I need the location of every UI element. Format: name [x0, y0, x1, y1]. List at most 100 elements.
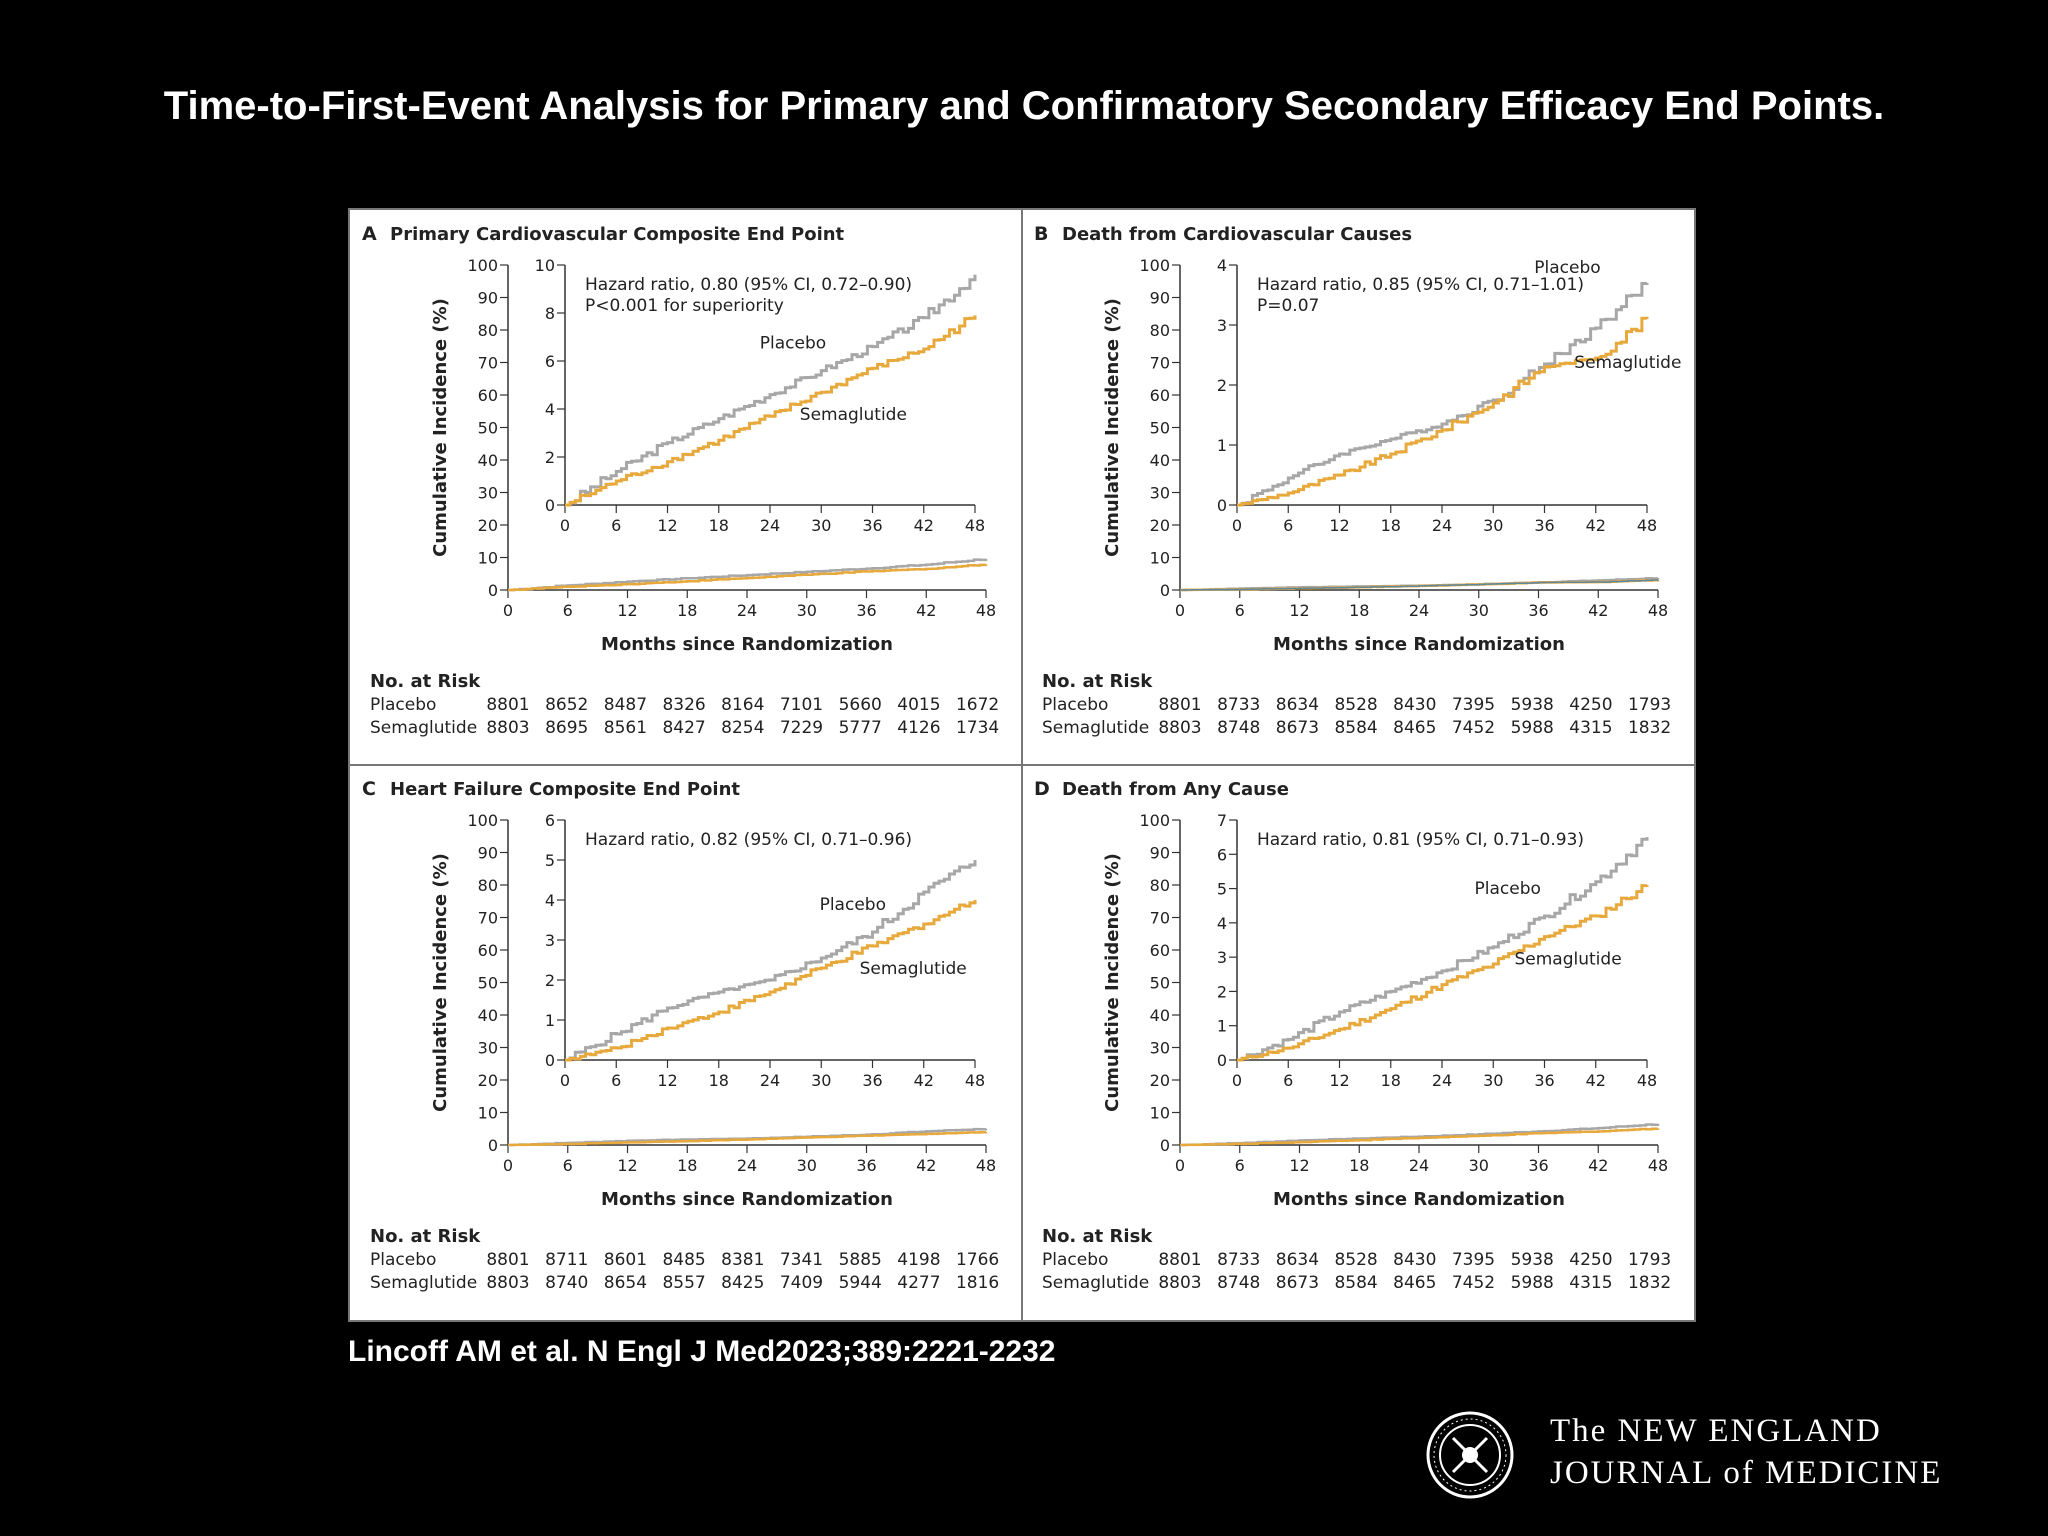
main-y-tick-label: 100 [467, 811, 498, 830]
inset-y-tick-label: 0 [545, 496, 555, 515]
risk-cell: 5944 [839, 1273, 882, 1293]
panel-title: Death from Cardiovascular Causes [1062, 224, 1412, 245]
risk-cell: 8803 [1158, 1273, 1201, 1293]
risk-cell: 8485 [662, 1250, 705, 1270]
risk-row-label: Semaglutide [370, 718, 477, 738]
series-label-placebo: Placebo [1534, 258, 1600, 278]
risk-cell: 4315 [1569, 718, 1612, 738]
risk-cell: 8801 [1158, 1250, 1201, 1270]
risk-cell: 8803 [486, 718, 529, 738]
risk-cell: 8430 [1393, 1250, 1436, 1270]
inset-curve-semaglutide [1237, 884, 1649, 1062]
inset-curve-semaglutide [1237, 316, 1649, 507]
main-x-tick-label: 30 [1469, 1156, 1489, 1175]
inset-x-tick-label: 0 [1232, 1071, 1242, 1090]
risk-cell: 7395 [1452, 1250, 1495, 1270]
main-x-tick-label: 12 [617, 1156, 637, 1175]
panel-c: C Heart Failure Composite End Point010203… [362, 778, 999, 1293]
x-axis-label: Months since Randomization [601, 1189, 893, 1210]
risk-cell: 8801 [486, 1250, 529, 1270]
main-y-tick-label: 90 [478, 289, 498, 308]
risk-cell: 8711 [545, 1250, 588, 1270]
panel-title: Heart Failure Composite End Point [390, 779, 740, 800]
main-y-tick-label: 90 [1150, 289, 1170, 308]
risk-cell: 8801 [486, 695, 529, 715]
inset-y-tick-label: 0 [1217, 1051, 1227, 1070]
main-y-tick-label: 50 [478, 419, 498, 438]
inset-y-tick-label: 6 [1217, 845, 1227, 864]
risk-cell: 7409 [780, 1273, 823, 1293]
inset-x-tick-label: 30 [811, 1071, 831, 1090]
journal-logo: The NEW ENGLAND JOURNAL of MEDICINE [1425, 1405, 2015, 1505]
main-y-tick-label: 30 [1150, 1039, 1170, 1058]
figure-panel: A Primary Cardiovascular Composite End Po… [348, 208, 1696, 1322]
main-y-tick-label: 70 [1150, 354, 1170, 373]
main-y-tick-label: 100 [1139, 256, 1170, 275]
main-y-tick-label: 0 [488, 1136, 498, 1155]
inset-x-tick-label: 48 [965, 1071, 985, 1090]
main-x-tick-label: 6 [563, 601, 573, 620]
risk-cell: 8673 [1276, 1273, 1319, 1293]
inset-x-tick-label: 18 [1381, 516, 1401, 535]
inset-x-tick-label: 18 [709, 516, 729, 535]
kaplan-meier-figure: A Primary Cardiovascular Composite End Po… [350, 210, 1694, 1320]
risk-cell: 8803 [486, 1273, 529, 1293]
main-x-tick-label: 42 [916, 1156, 936, 1175]
risk-table-title: No. at Risk [1042, 671, 1153, 692]
inset-y-tick-label: 0 [1217, 496, 1227, 515]
panel-b: B Death from Cardiovascular Causes0102030… [1034, 223, 1681, 738]
risk-cell: 8254 [721, 718, 764, 738]
inset-curve-semaglutide [565, 315, 977, 507]
main-y-tick-label: 30 [1150, 484, 1170, 503]
inset-x-tick-label: 6 [1283, 516, 1293, 535]
inset-y-tick-label: 10 [535, 256, 555, 275]
risk-table-title: No. at Risk [370, 671, 481, 692]
main-curve-semaglutide [508, 563, 988, 592]
risk-cell: 8654 [604, 1273, 647, 1293]
main-x-tick-label: 42 [1588, 601, 1608, 620]
inset-x-tick-label: 24 [1432, 516, 1452, 535]
inset-y-tick-label: 1 [1217, 436, 1227, 455]
inset-y-tick-label: 3 [1217, 948, 1227, 967]
panel-title: Death from Any Cause [1062, 779, 1289, 800]
main-y-tick-label: 60 [1150, 386, 1170, 405]
series-label-placebo: Placebo [1475, 879, 1541, 899]
p-value-text: P<0.001 for superiority [585, 296, 784, 316]
main-curve-semaglutide [508, 1130, 988, 1147]
y-axis-label: Cumulative Incidence (%) [430, 853, 451, 1112]
main-y-tick-label: 10 [1150, 549, 1170, 568]
risk-cell: 8427 [662, 718, 705, 738]
risk-row-label: Placebo [1042, 695, 1108, 715]
risk-cell: 8465 [1393, 1273, 1436, 1293]
risk-cell: 8487 [604, 695, 647, 715]
inset-y-tick-label: 1 [1217, 1017, 1227, 1036]
risk-cell: 8561 [604, 718, 647, 738]
main-x-tick-label: 18 [1349, 1156, 1369, 1175]
panel-letter: D [1034, 778, 1050, 800]
inset-y-tick-label: 1 [545, 1011, 555, 1030]
panel-letter: A [362, 223, 377, 245]
panel-a: A Primary Cardiovascular Composite End Po… [362, 223, 999, 738]
inset-x-tick-label: 24 [760, 1071, 780, 1090]
series-label-placebo: Placebo [760, 334, 826, 354]
series-label-semaglutide: Semaglutide [800, 405, 907, 425]
inset-curve-placebo [565, 274, 977, 507]
y-axis-label: Cumulative Incidence (%) [1102, 298, 1123, 557]
main-x-tick-label: 0 [1175, 1156, 1185, 1175]
risk-cell: 4250 [1569, 1250, 1612, 1270]
risk-cell: 8584 [1334, 1273, 1377, 1293]
main-x-tick-label: 36 [1528, 1156, 1548, 1175]
risk-cell: 7101 [780, 695, 823, 715]
inset-x-tick-label: 42 [914, 516, 934, 535]
main-x-tick-label: 36 [856, 601, 876, 620]
inset-x-tick-label: 30 [811, 516, 831, 535]
series-label-placebo: Placebo [820, 895, 886, 915]
main-y-tick-label: 0 [488, 581, 498, 600]
inset-x-tick-label: 18 [1381, 1071, 1401, 1090]
main-y-tick-label: 40 [478, 1006, 498, 1025]
risk-cell: 1793 [1628, 695, 1671, 715]
risk-cell: 4315 [1569, 1273, 1612, 1293]
main-curve-semaglutide [1180, 1127, 1660, 1147]
inset-x-tick-label: 6 [611, 1071, 621, 1090]
main-x-tick-label: 30 [797, 1156, 817, 1175]
